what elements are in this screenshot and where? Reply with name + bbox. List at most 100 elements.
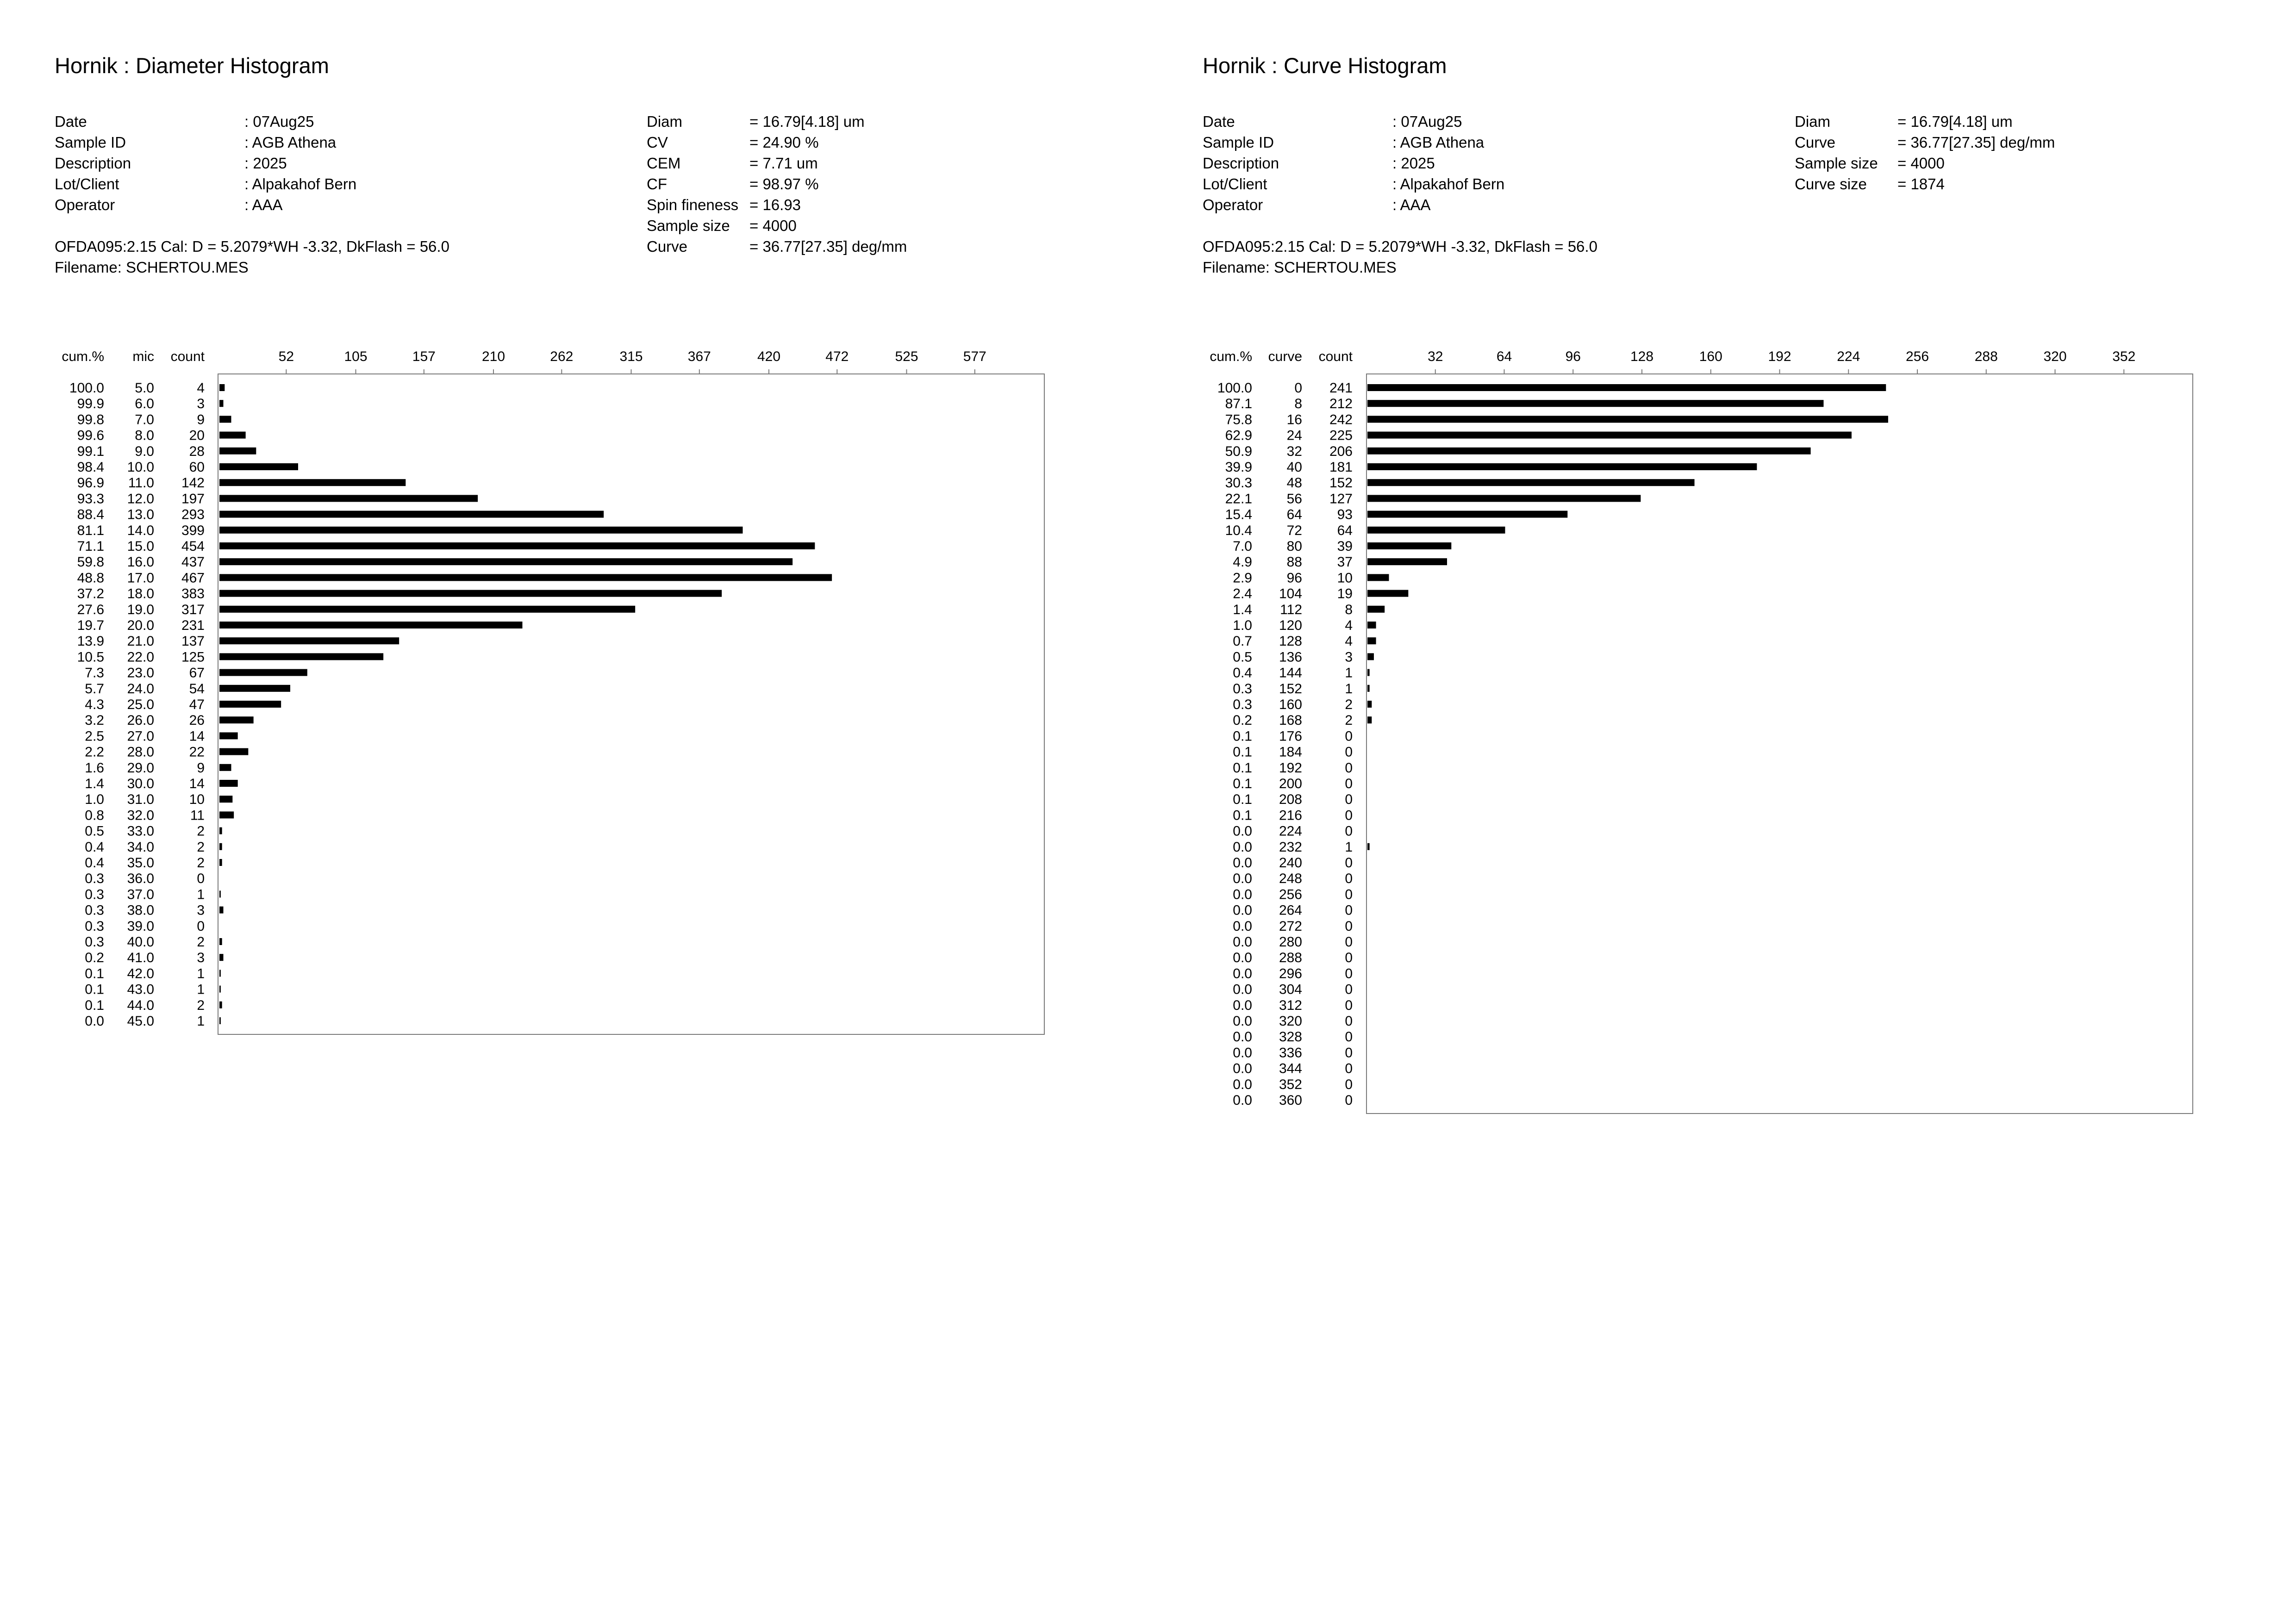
category-label: 344 [1279,1061,1302,1076]
category-label: 312 [1279,998,1302,1013]
count-label: 2 [1345,697,1353,712]
category-label: 11.0 [128,475,154,491]
count-label: 10 [1337,570,1353,585]
count-label: 0 [197,919,205,934]
stat-value: = 7.71 um [749,155,818,172]
cum-pct-label: 0.0 [1233,855,1252,871]
cum-pct-label: 0.5 [1233,649,1252,665]
count-label: 0 [1345,728,1353,744]
category-label: 304 [1279,982,1302,997]
count-label: 437 [181,554,205,570]
cum-pct-label: 99.1 [77,444,104,459]
category-label: 288 [1279,950,1302,965]
cum-pct-label: 0.3 [85,871,104,886]
meta-value: : Alpakahof Bern [244,175,357,193]
cum-pct-label: 0.4 [85,840,104,855]
count-label: 137 [181,634,205,649]
stat-label: Sample size [647,217,730,234]
cum-pct-label: 0.1 [1233,776,1252,791]
meta-value: : AGB Athena [244,134,337,151]
category-label: 20.0 [127,618,154,633]
histogram-bar [219,653,384,660]
histogram-bar [1367,495,1641,502]
x-tick-label: 96 [1566,349,1581,364]
count-label: 22 [189,745,205,760]
cum-pct-label: 1.4 [85,776,104,791]
histogram-bar [219,732,238,740]
category-label: 23.0 [127,666,154,681]
stat-value: = 36.77[27.35] deg/mm [1897,134,2055,151]
cum-pct-label: 0.0 [1233,950,1252,965]
count-label: 54 [189,681,205,697]
cum-pct-label: 10.5 [77,649,104,665]
meta-value: : AGB Athena [1392,134,1485,151]
stat-value: = 4000 [749,217,797,234]
category-label: 37.0 [127,887,154,902]
meta-label: Lot/Client [55,175,119,193]
stat-value: = 16.79[4.18] um [1897,113,2013,130]
curve-calibration: OFDA095:2.15 Cal: D = 5.2079*WH -3.32, D… [1203,238,1597,255]
column-header: cum.% [1210,349,1252,364]
cum-pct-label: 1.6 [85,760,104,776]
count-label: 383 [181,586,205,602]
histogram-bar [219,574,832,581]
count-label: 399 [181,523,205,538]
stat-label: Spin fineness [647,196,739,213]
meta-label: Operator [1203,196,1263,213]
cum-pct-label: 98.4 [77,460,104,475]
cum-pct-label: 100.0 [1217,380,1252,396]
category-label: 21.0 [127,634,154,649]
cum-pct-label: 0.0 [1233,903,1252,918]
cum-pct-label: 0.4 [1233,666,1252,681]
count-label: 11 [190,808,205,823]
histogram-bar [219,748,249,755]
histogram-bar [1367,622,1376,628]
count-label: 1 [197,1014,205,1029]
x-tick-label: 472 [825,349,849,364]
cum-pct-label: 0.0 [1233,1029,1252,1045]
cum-pct-label: 0.0 [1233,1061,1252,1076]
x-tick-label: 157 [412,349,436,364]
cum-pct-label: 30.3 [1225,475,1252,491]
cum-pct-label: 81.1 [77,523,104,538]
stat-label: Curve size [1795,175,1867,193]
histogram-bar [219,843,222,850]
histogram-bar [219,669,307,676]
histogram-bar [1367,605,1385,613]
cum-pct-label: 0.7 [1233,634,1252,649]
count-label: 0 [1345,776,1353,791]
count-label: 9 [197,760,205,776]
category-label: 240 [1279,855,1302,871]
count-label: 2 [197,824,205,839]
diameter-histogram: cum.% mic count 52 105 157 210 262 315 367 420 472 5… [62,349,1045,1035]
stat-value: = 1874 [1897,175,1945,193]
histogram-bar [219,716,254,724]
category-label: 24 [1287,428,1302,443]
stat-label: CV [647,134,668,151]
meta-label: Description [55,155,131,172]
cum-pct-label: 1.0 [85,792,104,807]
diameter-filename: Filename: SCHERTOU.MES [55,259,249,276]
histogram-bar [219,590,722,597]
category-label: 44.0 [127,998,154,1013]
cum-pct-label: 0.1 [1233,760,1252,776]
cum-pct-label: 93.3 [77,491,104,506]
meta-value: : 2025 [1392,155,1435,172]
x-tick-label: 525 [895,349,918,364]
category-label: 56 [1287,491,1302,506]
column-header: curve [1268,349,1302,364]
count-label: 0 [1345,998,1353,1013]
category-label: 264 [1279,903,1302,918]
count-label: 37 [1337,554,1353,570]
stat-label: CF [647,175,667,193]
cum-pct-label: 13.9 [77,634,104,649]
cum-pct-label: 0.3 [85,903,104,918]
histogram-bar [1367,574,1389,581]
category-label: 22.0 [127,649,154,665]
cum-pct-label: 7.0 [1233,539,1252,554]
count-label: 127 [1329,491,1353,506]
stat-label: Curve [647,238,688,255]
category-label: 34.0 [127,840,154,855]
category-label: 328 [1279,1029,1302,1045]
x-tick-label: 224 [1837,349,1860,364]
